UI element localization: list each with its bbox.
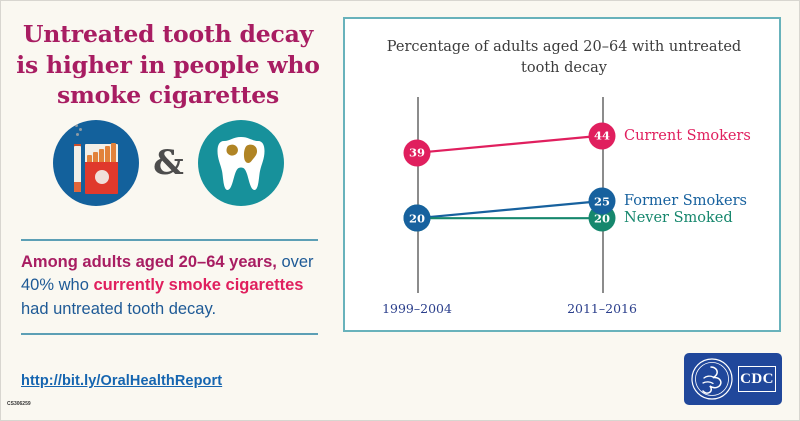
divider-top [21,239,318,241]
report-link[interactable]: http://bit.ly/OralHealthReport [21,373,223,389]
smoke-puff-icon [75,124,79,127]
smoke-puff-icon [76,133,80,136]
data-point-current-smokers-1[interactable]: 44 [588,122,616,150]
callout-text: Among adults aged 20–64 years, over 40% … [21,251,326,321]
series-label-current-smokers: Current Smokers [624,127,751,144]
x-tick-label-0: 1999–2004 [382,301,452,316]
cigarette-filter [74,182,82,192]
data-point-former-smokers-1[interactable]: 25 [588,187,616,215]
page-title: Untreated tooth decay is higher in peopl… [16,20,320,110]
pack-cigarette [105,146,111,162]
icon-row: & [1,117,336,209]
pack-cigarette [99,149,105,162]
callout-emphasis: currently smoke cigarettes [93,276,304,295]
cigarette-pack-emblem [95,170,110,184]
smoke-puff-icon [79,128,83,131]
cigarette-stick [74,146,82,192]
callout-lead: Among adults aged 20–64 years, [21,253,277,271]
callout-part-1: over 40% who [21,253,314,295]
data-point-former-smokers-0[interactable]: 20 [403,204,431,232]
ampersand-symbol: & [153,143,184,183]
category-axis-line-1 [417,97,419,293]
series-label-former-smokers: Former Smokers [624,193,747,209]
pack-cigarette [87,155,93,162]
left-panel: Untreated tooth decay is higher in peopl… [1,1,336,420]
x-tick-label-1: 2011–2016 [567,301,637,316]
series-line-current-smokers [416,134,603,154]
pack-cigarettes-group [53,143,139,162]
chart-title: Percentage of adults aged 20–64 with unt… [386,39,742,77]
cigarette-ember [74,144,82,147]
cdc-logo: CDC [684,353,782,405]
hhs-seal-icon [691,358,733,400]
chart-panel: Percentage of adults aged 20–64 with unt… [343,17,781,332]
pack-cigarette [111,143,117,162]
series-label-never-smoked: Never Smoked [624,210,733,227]
series-line-former-smokers [416,199,603,220]
series-lines [416,134,603,220]
decayed-tooth-icon [197,120,284,206]
publication-code: CS306259 [7,401,31,407]
data-point-current-smokers-0[interactable]: 39 [403,139,431,167]
pack-cigarette [93,152,99,162]
divider-bottom [21,333,318,335]
cdc-wordmark: CDC [738,366,776,392]
callout-part-2: had untreated tooth decay. [21,299,217,318]
tooth-svg [217,137,265,190]
cigarette-pack-icon [53,120,140,206]
